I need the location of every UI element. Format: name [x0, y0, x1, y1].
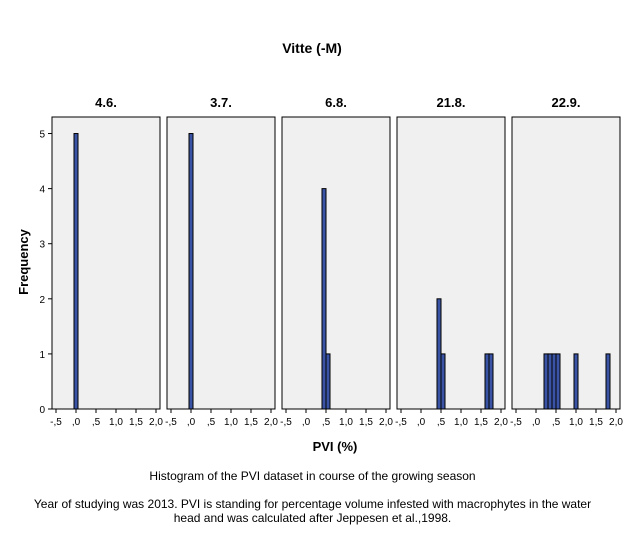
histogram-bar [543, 353, 549, 410]
x-tick-label: 2,0 [379, 417, 393, 428]
histogram-bar [488, 353, 494, 410]
chart-title: Vitte (-M) [282, 40, 342, 56]
panel-label: 3.7. [210, 95, 232, 110]
x-tick-label: ,5 [437, 417, 446, 428]
x-tick-label: 1,5 [244, 417, 258, 428]
y-axis-label: Frequency [16, 228, 31, 295]
histogram-bar [484, 353, 490, 410]
x-tick-label: ,0 [532, 417, 541, 428]
panels-group: 0 1 2 3 4 5 4.6. -,5 ,0 ,5 1,0 1,5 2,0 3.7. -,5 ,0 ,5 1,0… [39, 95, 623, 428]
x-tick-label: 1,0 [569, 417, 583, 428]
histogram-bar [547, 353, 553, 410]
panel-frame [511, 116, 621, 410]
x-tick-label: ,5 [207, 417, 216, 428]
x-tick-label: 2,0 [264, 417, 278, 428]
x-tick-label: 1,0 [454, 417, 468, 428]
panel-label: 22.9. [552, 95, 581, 110]
x-tick-label: 1,5 [129, 417, 143, 428]
y-tick-label: 1 [39, 350, 45, 361]
x-tick-label: 1,0 [339, 417, 353, 428]
histogram-bar [321, 188, 327, 410]
x-tick-label: ,5 [322, 417, 331, 428]
x-tick-label: ,0 [187, 417, 196, 428]
x-tick-label: -,5 [165, 417, 177, 428]
histogram-bar [551, 353, 557, 410]
x-tick-label: 1,5 [589, 417, 603, 428]
figure-caption: Histogram of the PVI dataset in course o… [149, 469, 476, 483]
x-axis-label: PVI (%) [313, 439, 358, 454]
panel-label: 6.8. [325, 95, 347, 110]
x-tick-label: 2,0 [494, 417, 508, 428]
x-tick-label: -,5 [395, 417, 407, 428]
histogram-bar [188, 133, 194, 410]
figure-note: Year of studying was 2013. PVI is standi… [33, 497, 592, 525]
x-tick-label: ,5 [92, 417, 101, 428]
x-tick-label: ,0 [72, 417, 81, 428]
histogram-bar [605, 353, 611, 410]
histogram-bar [573, 353, 579, 410]
y-tick-label: 4 [39, 185, 45, 196]
x-tick-label: -,5 [280, 417, 292, 428]
histogram-bar [440, 353, 446, 410]
x-tick-label: 1,0 [224, 417, 238, 428]
panel-label: 4.6. [95, 95, 117, 110]
panel-frame [166, 116, 276, 410]
y-tick-label: 0 [39, 405, 45, 416]
x-tick-label: 1,5 [359, 417, 373, 428]
x-tick-label: 1,0 [109, 417, 123, 428]
x-tick-label: -,5 [510, 417, 522, 428]
panel-frame [51, 116, 161, 410]
x-tick-label: -,5 [50, 417, 62, 428]
histogram-chart: Vitte (-M) Frequency PVI (%) 0 1 2 3 4 5 4.6. -… [16, 40, 623, 454]
y-tick-label: 5 [39, 130, 45, 141]
y-tick-label: 3 [39, 240, 45, 251]
x-tick-label: 1,5 [474, 417, 488, 428]
histogram-bar [555, 353, 561, 410]
histogram-bar [73, 133, 79, 410]
x-tick-label: ,5 [552, 417, 561, 428]
x-tick-label: ,0 [302, 417, 311, 428]
panel-label: 21.8. [437, 95, 466, 110]
histogram-bar [436, 298, 442, 410]
panel-frame [281, 116, 391, 410]
x-tick-label: ,0 [417, 417, 426, 428]
histogram-bar [325, 353, 331, 410]
y-tick-label: 2 [39, 295, 45, 306]
x-tick-label: 2,0 [149, 417, 163, 428]
x-tick-label: 2,0 [609, 417, 623, 428]
